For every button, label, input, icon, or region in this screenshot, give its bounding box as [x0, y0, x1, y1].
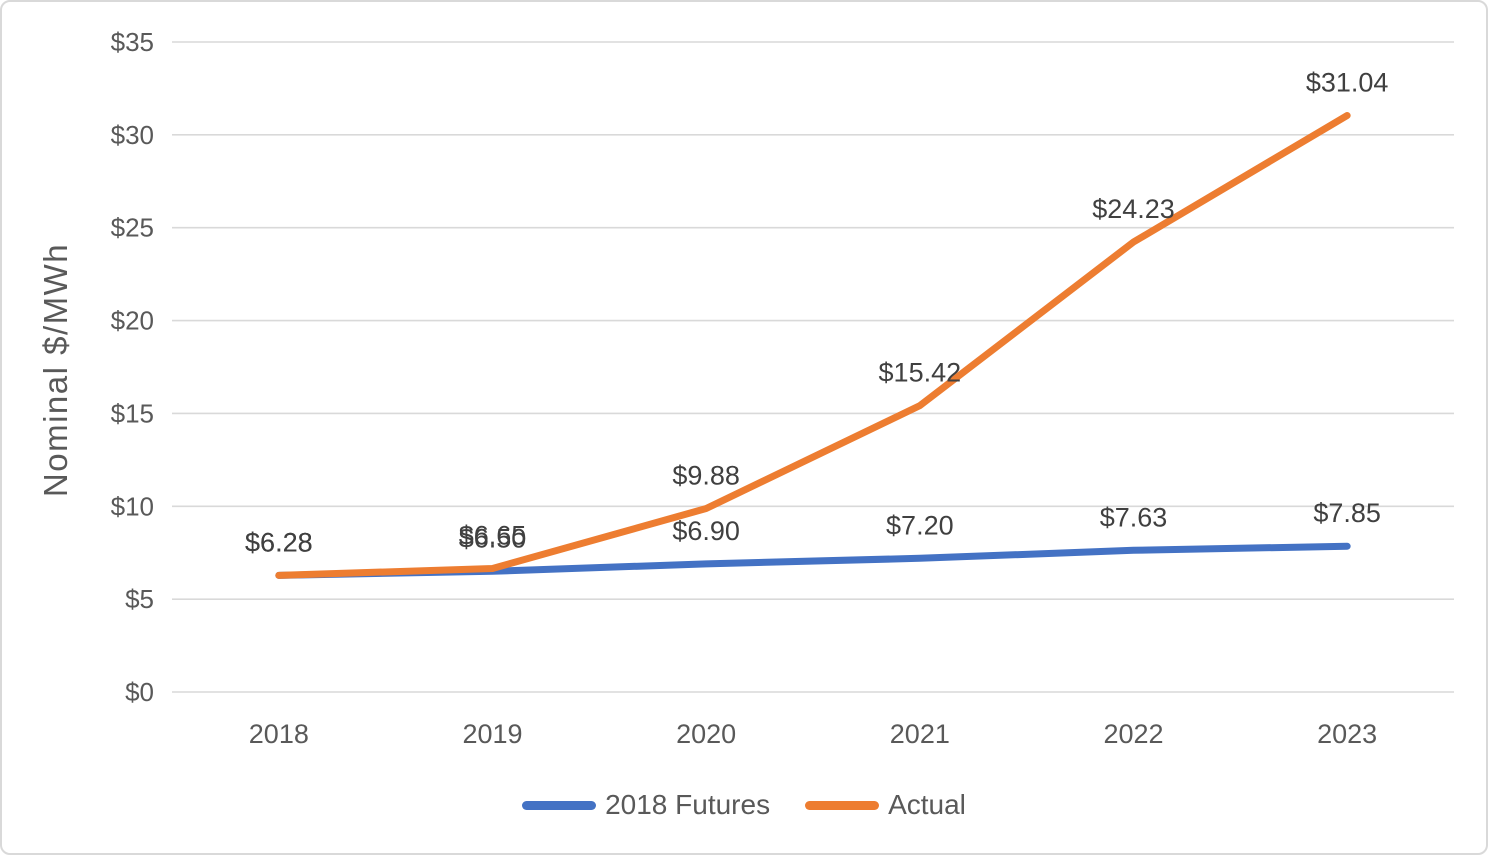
data-label: $24.23 [1092, 194, 1175, 224]
x-tick-label: 2021 [890, 719, 950, 749]
y-tick-label: $35 [111, 27, 154, 57]
x-tick-label: 2019 [462, 719, 522, 749]
data-label: $6.65 [459, 521, 527, 551]
y-tick-label: $20 [111, 306, 154, 336]
legend-label-actual: Actual [888, 789, 966, 820]
y-tick-label: $30 [111, 120, 154, 150]
data-label: $6.28 [245, 527, 313, 557]
y-tick-label: $10 [111, 491, 154, 521]
futures-line-swatch [522, 800, 597, 810]
legend-label-2018-futures: 2018 Futures [605, 789, 771, 820]
data-label: $7.63 [1100, 502, 1168, 532]
legend-item-actual: Actual [805, 788, 966, 822]
data-labels-layer: $6.28 $6.50 $6.90 $7.20 $7.63 $7.85$6.28 $6.65… [245, 68, 1388, 558]
actual-line-swatch [805, 800, 880, 810]
x-tick-label: 2018 [249, 719, 309, 749]
series-line-actual [275, 112, 1351, 579]
y-tick-label: $15 [111, 398, 154, 428]
data-label: $7.85 [1313, 498, 1381, 528]
series-layer [275, 112, 1351, 579]
data-label: $15.42 [879, 358, 962, 388]
x-tick-label: 2022 [1103, 719, 1163, 749]
gridlines-layer [172, 41, 1454, 693]
legend-item-2018-futures: 2018 Futures [522, 788, 770, 822]
data-label: $6.90 [672, 516, 740, 546]
x-tick-label: 2023 [1317, 719, 1377, 749]
data-label: $6.50 [459, 523, 527, 553]
y-tick-label: $0 [125, 677, 154, 707]
legend: 2018 Futures Actual [2, 788, 1486, 822]
data-label: $6.28 [245, 527, 313, 557]
y-axis-title: Nominal $/MWh [37, 243, 74, 497]
x-tick-label: 2020 [676, 719, 736, 749]
y-tick-label: $5 [125, 584, 154, 614]
y-tick-label: $25 [111, 213, 154, 243]
data-label: $9.88 [672, 461, 740, 491]
data-label: $31.04 [1306, 68, 1389, 98]
data-label: $7.20 [886, 510, 954, 540]
axis-labels-layer: $0 $5 $10 $15 $20 $25 $30 $35 2018 2019 2020 2021 20… [111, 27, 1378, 749]
